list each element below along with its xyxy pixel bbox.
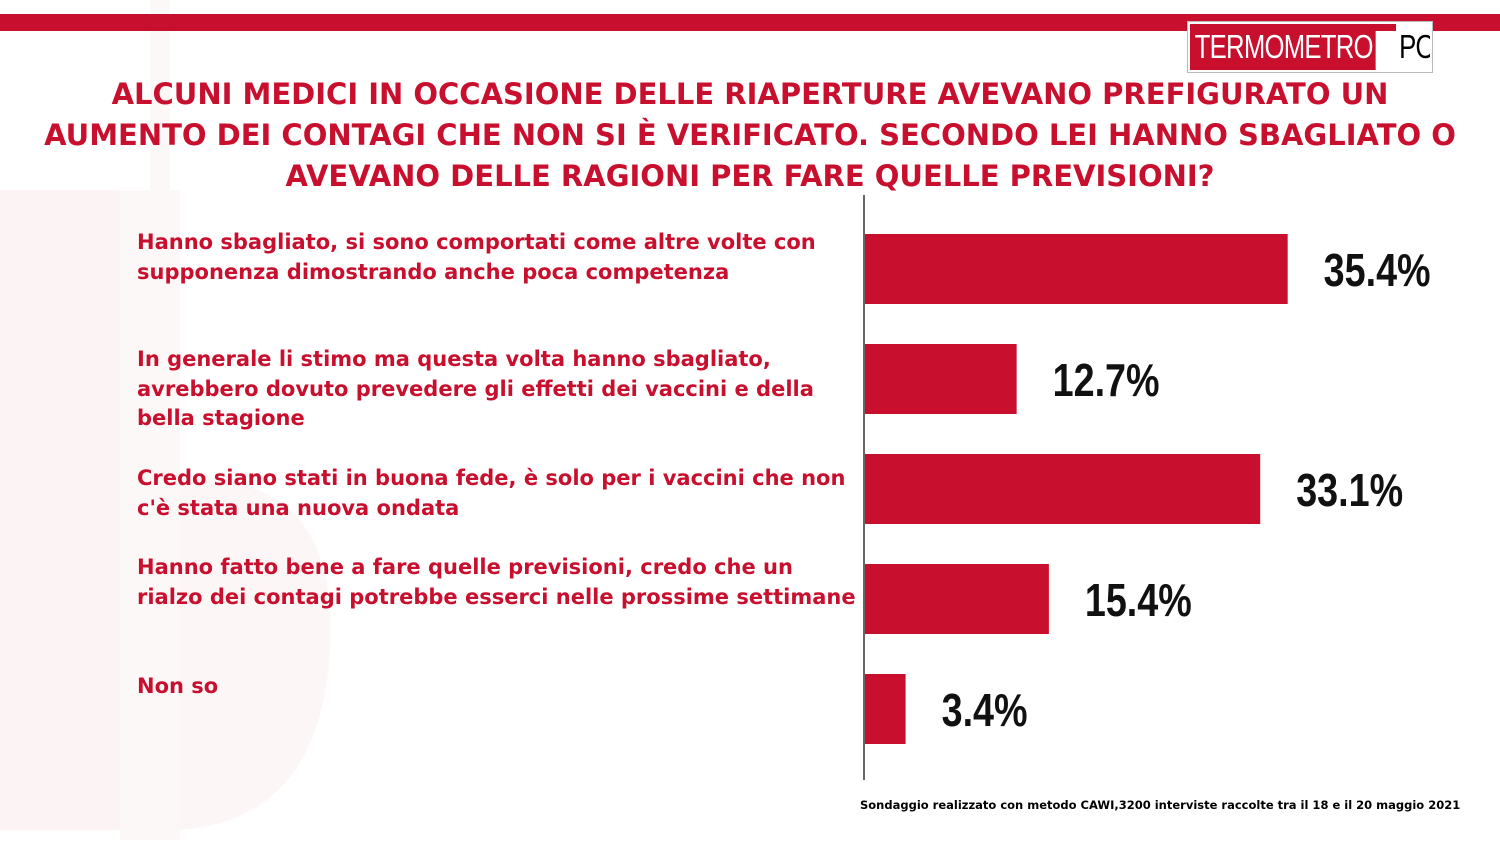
bar-2 — [865, 344, 1017, 414]
value-label-2: 12.7% — [1053, 354, 1160, 405]
value-label-1: 35.4% — [1324, 244, 1431, 295]
answer-label-3: Credo siano stati in buona fede, è solo … — [137, 466, 846, 520]
value-label-3: 33.1% — [1296, 464, 1403, 515]
top-accent-bar — [0, 14, 1500, 31]
answer-label-5: Non so — [137, 674, 219, 698]
value-label-4: 15.4% — [1085, 574, 1192, 625]
value-label-5: 3.4% — [942, 684, 1028, 735]
answer-label-2: In generale li stimo ma questa volta han… — [137, 347, 814, 430]
bar-3 — [865, 454, 1261, 524]
survey-footnote: Sondaggio realizzato con metodo CAWI,320… — [860, 798, 1461, 812]
chart-title: ALCUNI MEDICI IN OCCASIONE DELLE RIAPERT… — [44, 77, 1456, 193]
bar-1 — [865, 234, 1288, 304]
bar-4 — [865, 564, 1049, 634]
answer-label-4: Hanno fatto bene a fare quelle prevision… — [137, 555, 856, 609]
termometro-politico-logo: TERMOMETRO POLITICO — [1188, 22, 1432, 72]
logo-part-politico: POLITICO — [1396, 24, 1430, 70]
bar-5 — [865, 674, 906, 744]
answer-label-1: Hanno sbagliato, si sono comportati come… — [137, 230, 816, 284]
logo-part-termometro: TERMOMETRO — [1190, 24, 1376, 70]
